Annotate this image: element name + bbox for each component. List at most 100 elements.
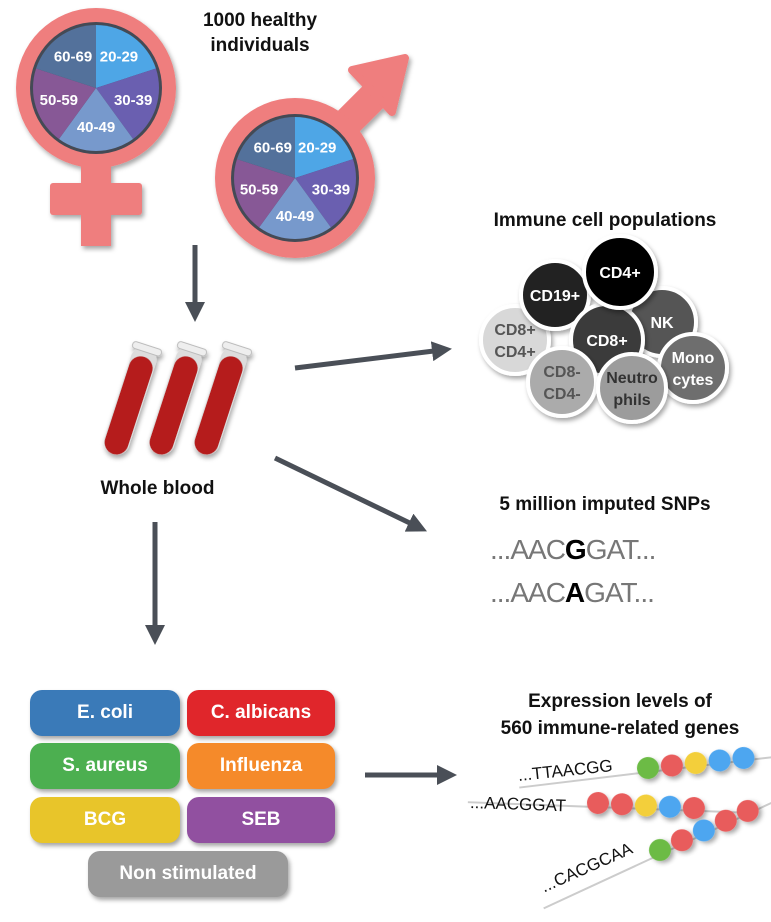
expression-bead	[660, 754, 683, 777]
cell-circle	[526, 346, 598, 418]
immune-cell: Neutro phils	[596, 352, 668, 424]
pie-label: 50-59	[240, 182, 278, 199]
tube-blood	[194, 356, 243, 455]
seq-prefix: ...AAC	[490, 577, 566, 608]
pie-label: 40-49	[77, 119, 115, 136]
cell-circle	[582, 234, 658, 310]
cell-label: NK	[650, 315, 674, 332]
tube-blood	[149, 356, 198, 455]
arrow-to-cells	[294, 341, 452, 371]
pie-slice-60-69	[236, 116, 295, 178]
expression-bead	[708, 749, 731, 772]
cell-label: CD4-	[543, 386, 580, 403]
expression-bead	[649, 839, 671, 861]
expression-bead	[587, 792, 609, 814]
pie-label: 40-49	[276, 208, 314, 225]
blood-tube-icon	[148, 341, 208, 455]
pie-slice-20-29	[96, 25, 156, 88]
cohort-title: 1000 healthy individuals	[190, 8, 330, 58]
pie-slice-50-59	[33, 68, 96, 139]
cell-label: phils	[613, 392, 650, 409]
expression-bead	[682, 797, 705, 820]
male-arrow-head	[348, 54, 409, 116]
expression-title: Expression levels of 560 immune-related …	[470, 688, 770, 742]
snp-allele: G	[564, 534, 587, 565]
male-age-pie: 20-29 30-39 40-49 50-59 60-69	[231, 114, 359, 242]
cell-label: CD4+	[599, 265, 640, 282]
snp-sequence-1: ...AACGGAT...	[490, 534, 657, 566]
pie-slice-30-39	[96, 68, 159, 139]
pie-label: 60-69	[54, 48, 92, 65]
pie-slice-50-59	[234, 159, 295, 228]
cell-label: CD8-	[543, 364, 580, 381]
tube-rim	[221, 341, 253, 357]
cell-label: CD19+	[530, 288, 580, 305]
seq-suffix: GAT...	[584, 577, 655, 608]
cell-label: CD8+	[586, 333, 627, 350]
pie-label: 30-39	[312, 182, 350, 199]
pie-slice-40-49	[58, 88, 134, 151]
expression-bead	[732, 746, 755, 769]
stimulus-c-albicans: C. albicans	[187, 690, 335, 736]
expression-bead	[692, 819, 715, 842]
blood-tube-icon	[193, 341, 253, 455]
pie-label: 30-39	[114, 92, 152, 109]
pie-slice-40-49	[259, 178, 331, 239]
pie-label: 60-69	[254, 139, 292, 156]
expression-title-line2: 560 immune-related genes	[500, 718, 740, 739]
stimulus-influenza: Influenza	[187, 743, 335, 789]
seq-suffix: GAT...	[585, 534, 657, 565]
cohort-title-line2: individuals	[210, 35, 310, 56]
female-crossbar	[50, 183, 142, 215]
expression-bead-row	[519, 746, 771, 789]
snp-sequence-2: ...AACAGAT...	[490, 577, 655, 609]
expression-bead	[637, 757, 659, 779]
arrow-to-snps	[273, 455, 428, 532]
cell-circle	[519, 259, 591, 331]
expression-bead	[684, 751, 707, 774]
immune-title: Immune cell populations	[493, 210, 717, 231]
snp-allele: A	[564, 577, 585, 608]
expression-bead	[658, 795, 681, 818]
stimulus-e-coli: E. coli	[30, 690, 180, 736]
expression-title-line1: Expression levels of	[528, 691, 712, 712]
pie-slice-20-29	[295, 117, 354, 178]
cell-circle	[479, 304, 551, 376]
pie-slice-60-69	[36, 25, 96, 88]
cell-label: CD8+	[494, 322, 535, 339]
tube-rim	[131, 341, 163, 357]
snp-title: 5 million imputed SNPs	[499, 494, 711, 515]
stimulus-non-stimulated: Non stimulated	[88, 851, 288, 897]
pie-label: 20-29	[298, 139, 336, 156]
female-age-pie: 20-29 30-39 40-49 50-59 60-69	[30, 22, 162, 154]
blood-tube-icon	[103, 341, 163, 455]
cohort-title-line1: 1000 healthy	[202, 10, 318, 31]
stimulus-bcg: BCG	[30, 797, 180, 843]
immune-cell: Mono cytes	[657, 332, 729, 404]
cell-circle	[657, 332, 729, 404]
cell-label: CD4+	[494, 344, 535, 361]
expression-seq-2: ...AACGGAT	[469, 793, 567, 816]
immune-cell: CD4+	[582, 234, 658, 310]
cell-label: Neutro	[606, 370, 658, 387]
expression-bead	[634, 794, 657, 817]
immune-cell: CD19+	[519, 259, 591, 331]
expression-bead	[670, 829, 693, 852]
expression-bead-row	[467, 792, 738, 820]
expression-bead	[736, 799, 759, 822]
seq-prefix: ...AAC	[490, 534, 566, 565]
whole-blood-label: Whole blood	[100, 478, 215, 499]
expression-bead-row	[543, 793, 771, 910]
tube-blood	[104, 356, 153, 455]
immune-cell: CD8- CD4-	[526, 346, 598, 418]
cell-circle	[596, 352, 668, 424]
pie-slice-30-39	[295, 159, 356, 228]
tube-rim	[176, 341, 208, 357]
expression-bead	[714, 809, 737, 832]
expression-bead	[610, 793, 633, 816]
stimulus-seb: SEB	[187, 797, 335, 843]
immune-cell: CD8+ CD4+	[479, 304, 551, 376]
cell-label: Mono	[672, 350, 715, 367]
